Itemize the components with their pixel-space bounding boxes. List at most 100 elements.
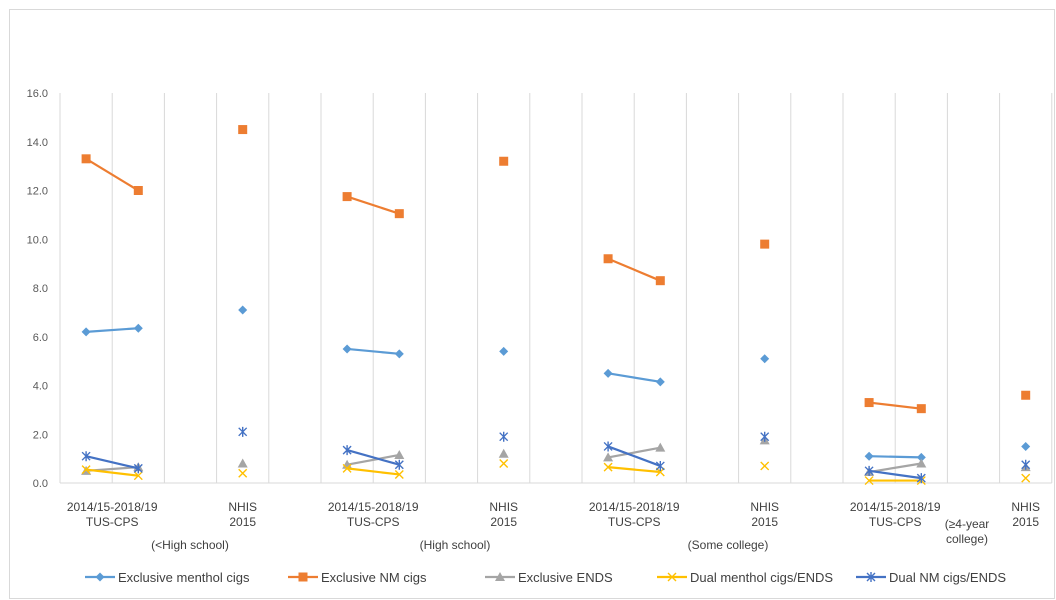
x-category-label: 2015 <box>751 515 778 529</box>
data-point-exclusive-nm-cigs <box>655 276 665 286</box>
x-category-label: 2015 <box>490 515 517 529</box>
series-line-dual-menthol-cigs-ends <box>85 468 139 477</box>
legend-label: Dual menthol cigs/ENDS <box>690 570 833 585</box>
data-point-dual-nm-cigs-ends <box>864 465 874 476</box>
data-point-dual-nm-cigs-ends <box>603 441 613 452</box>
series-line-dual-menthol-cigs-ends <box>346 467 400 476</box>
group-label: (<High school) <box>151 538 229 552</box>
series-line-exclusive-ends <box>868 462 922 474</box>
data-point-dual-menthol-cigs-ends <box>394 469 404 479</box>
group-label: (≥4-year <box>945 517 990 531</box>
series-line-dual-nm-cigs-ends <box>868 469 922 480</box>
x-category-label: TUS-CPS <box>86 515 139 529</box>
data-point-dual-nm-cigs-ends <box>655 460 665 471</box>
data-point-exclusive-nm-cigs <box>760 239 770 249</box>
data-point-exclusive-nm-cigs <box>238 125 248 135</box>
x-category-label: 2014/15-2018/19 <box>328 500 419 514</box>
x-category-label: TUS-CPS <box>869 515 922 529</box>
series-line-dual-menthol-cigs-ends <box>607 466 661 474</box>
group-label: college) <box>946 532 988 546</box>
data-point-exclusive-nm-cigs <box>394 209 404 219</box>
data-point-dual-menthol-cigs-ends <box>499 459 509 468</box>
legend-marker <box>95 572 105 582</box>
data-point-dual-nm-cigs-ends <box>238 426 248 437</box>
data-point-dual-nm-cigs-ends <box>499 431 509 442</box>
x-category-label: TUS-CPS <box>347 515 400 529</box>
series-line-dual-nm-cigs-ends <box>607 445 661 467</box>
series-line-exclusive-nm-cigs <box>346 195 400 215</box>
data-point-exclusive-nm-cigs <box>342 192 352 202</box>
legend-label: Exclusive NM cigs <box>321 570 427 585</box>
data-point-dual-nm-cigs-ends <box>916 473 926 484</box>
legend-marker <box>866 572 876 582</box>
x-category-label: 2014/15-2018/19 <box>850 500 941 514</box>
data-point-dual-nm-cigs-ends <box>394 459 404 470</box>
y-tick-label: 10.0 <box>27 234 48 246</box>
y-tick-label: 14.0 <box>27 137 48 149</box>
data-point-exclusive-menthol-cigs <box>916 452 926 462</box>
legend-label: Exclusive ENDS <box>518 570 613 585</box>
data-point-exclusive-menthol-cigs <box>81 327 91 337</box>
x-category-label: NHIS <box>489 500 518 514</box>
x-category-label: NHIS <box>228 500 257 514</box>
data-point-exclusive-menthol-cigs <box>342 344 352 354</box>
data-point-exclusive-nm-cigs <box>499 156 509 166</box>
y-tick-label: 8.0 <box>33 283 48 295</box>
y-tick-label: 16.0 <box>27 88 48 100</box>
data-point-exclusive-menthol-cigs <box>238 305 248 315</box>
group-label: (High school) <box>420 538 491 552</box>
data-point-exclusive-ends <box>498 448 509 458</box>
data-point-dual-menthol-cigs-ends <box>238 468 248 478</box>
data-point-exclusive-nm-cigs <box>603 254 613 264</box>
series-line-exclusive-menthol-cigs <box>346 347 400 355</box>
y-tick-label: 6.0 <box>33 332 48 344</box>
x-category-label: TUS-CPS <box>608 515 661 529</box>
series-line-exclusive-ends <box>346 453 400 466</box>
data-point-dual-menthol-cigs-ends <box>1021 473 1031 483</box>
data-point-exclusive-nm-cigs <box>916 404 926 414</box>
data-point-dual-menthol-cigs-ends <box>133 471 143 481</box>
x-category-label: 2015 <box>1012 515 1039 529</box>
data-point-exclusive-ends <box>916 458 927 468</box>
data-point-exclusive-nm-cigs <box>133 186 143 195</box>
data-point-dual-nm-cigs-ends <box>133 463 143 474</box>
data-point-exclusive-ends <box>394 449 405 459</box>
x-category-label: NHIS <box>1011 500 1040 514</box>
legend-marker <box>667 572 677 582</box>
series-line-exclusive-menthol-cigs <box>869 455 922 459</box>
data-point-exclusive-menthol-cigs <box>1021 441 1031 451</box>
data-point-exclusive-ends <box>603 452 614 462</box>
data-point-dual-menthol-cigs-ends <box>342 463 352 473</box>
data-point-exclusive-ends <box>655 442 666 452</box>
series-line-exclusive-nm-cigs <box>868 401 922 410</box>
data-point-dual-menthol-cigs-ends <box>81 465 91 475</box>
y-tick-label: 0.0 <box>33 478 48 490</box>
y-tick-label: 2.0 <box>33 429 48 441</box>
series-line-exclusive-nm-cigs <box>607 257 661 282</box>
data-point-exclusive-nm-cigs <box>81 154 91 164</box>
data-point-exclusive-menthol-cigs <box>499 346 509 356</box>
series-line-exclusive-menthol-cigs <box>607 372 661 383</box>
legend-marker <box>298 572 308 582</box>
series-line-dual-nm-cigs-ends <box>85 455 139 470</box>
data-point-dual-menthol-cigs-ends <box>760 461 770 471</box>
series-line-dual-nm-cigs-ends <box>346 449 400 466</box>
data-point-dual-menthol-cigs-ends <box>864 476 874 486</box>
data-point-exclusive-menthol-cigs <box>655 377 665 387</box>
data-point-dual-nm-cigs-ends <box>342 445 352 456</box>
data-point-dual-nm-cigs-ends <box>1021 459 1031 470</box>
y-tick-label: 4.0 <box>33 381 48 393</box>
data-point-exclusive-menthol-cigs <box>603 368 613 378</box>
x-category-label: NHIS <box>750 500 779 514</box>
legend-label: Dual NM cigs/ENDS <box>889 570 1006 585</box>
data-point-exclusive-menthol-cigs <box>394 349 404 359</box>
series-line-exclusive-nm-cigs <box>85 157 139 192</box>
y-tick-label: 12.0 <box>27 186 48 198</box>
data-point-dual-nm-cigs-ends <box>760 431 770 442</box>
data-point-dual-nm-cigs-ends <box>81 451 91 462</box>
group-label: (Some college) <box>688 538 769 552</box>
data-point-exclusive-menthol-cigs <box>133 323 143 333</box>
data-point-exclusive-ends <box>237 458 248 468</box>
data-point-exclusive-nm-cigs <box>864 398 874 408</box>
